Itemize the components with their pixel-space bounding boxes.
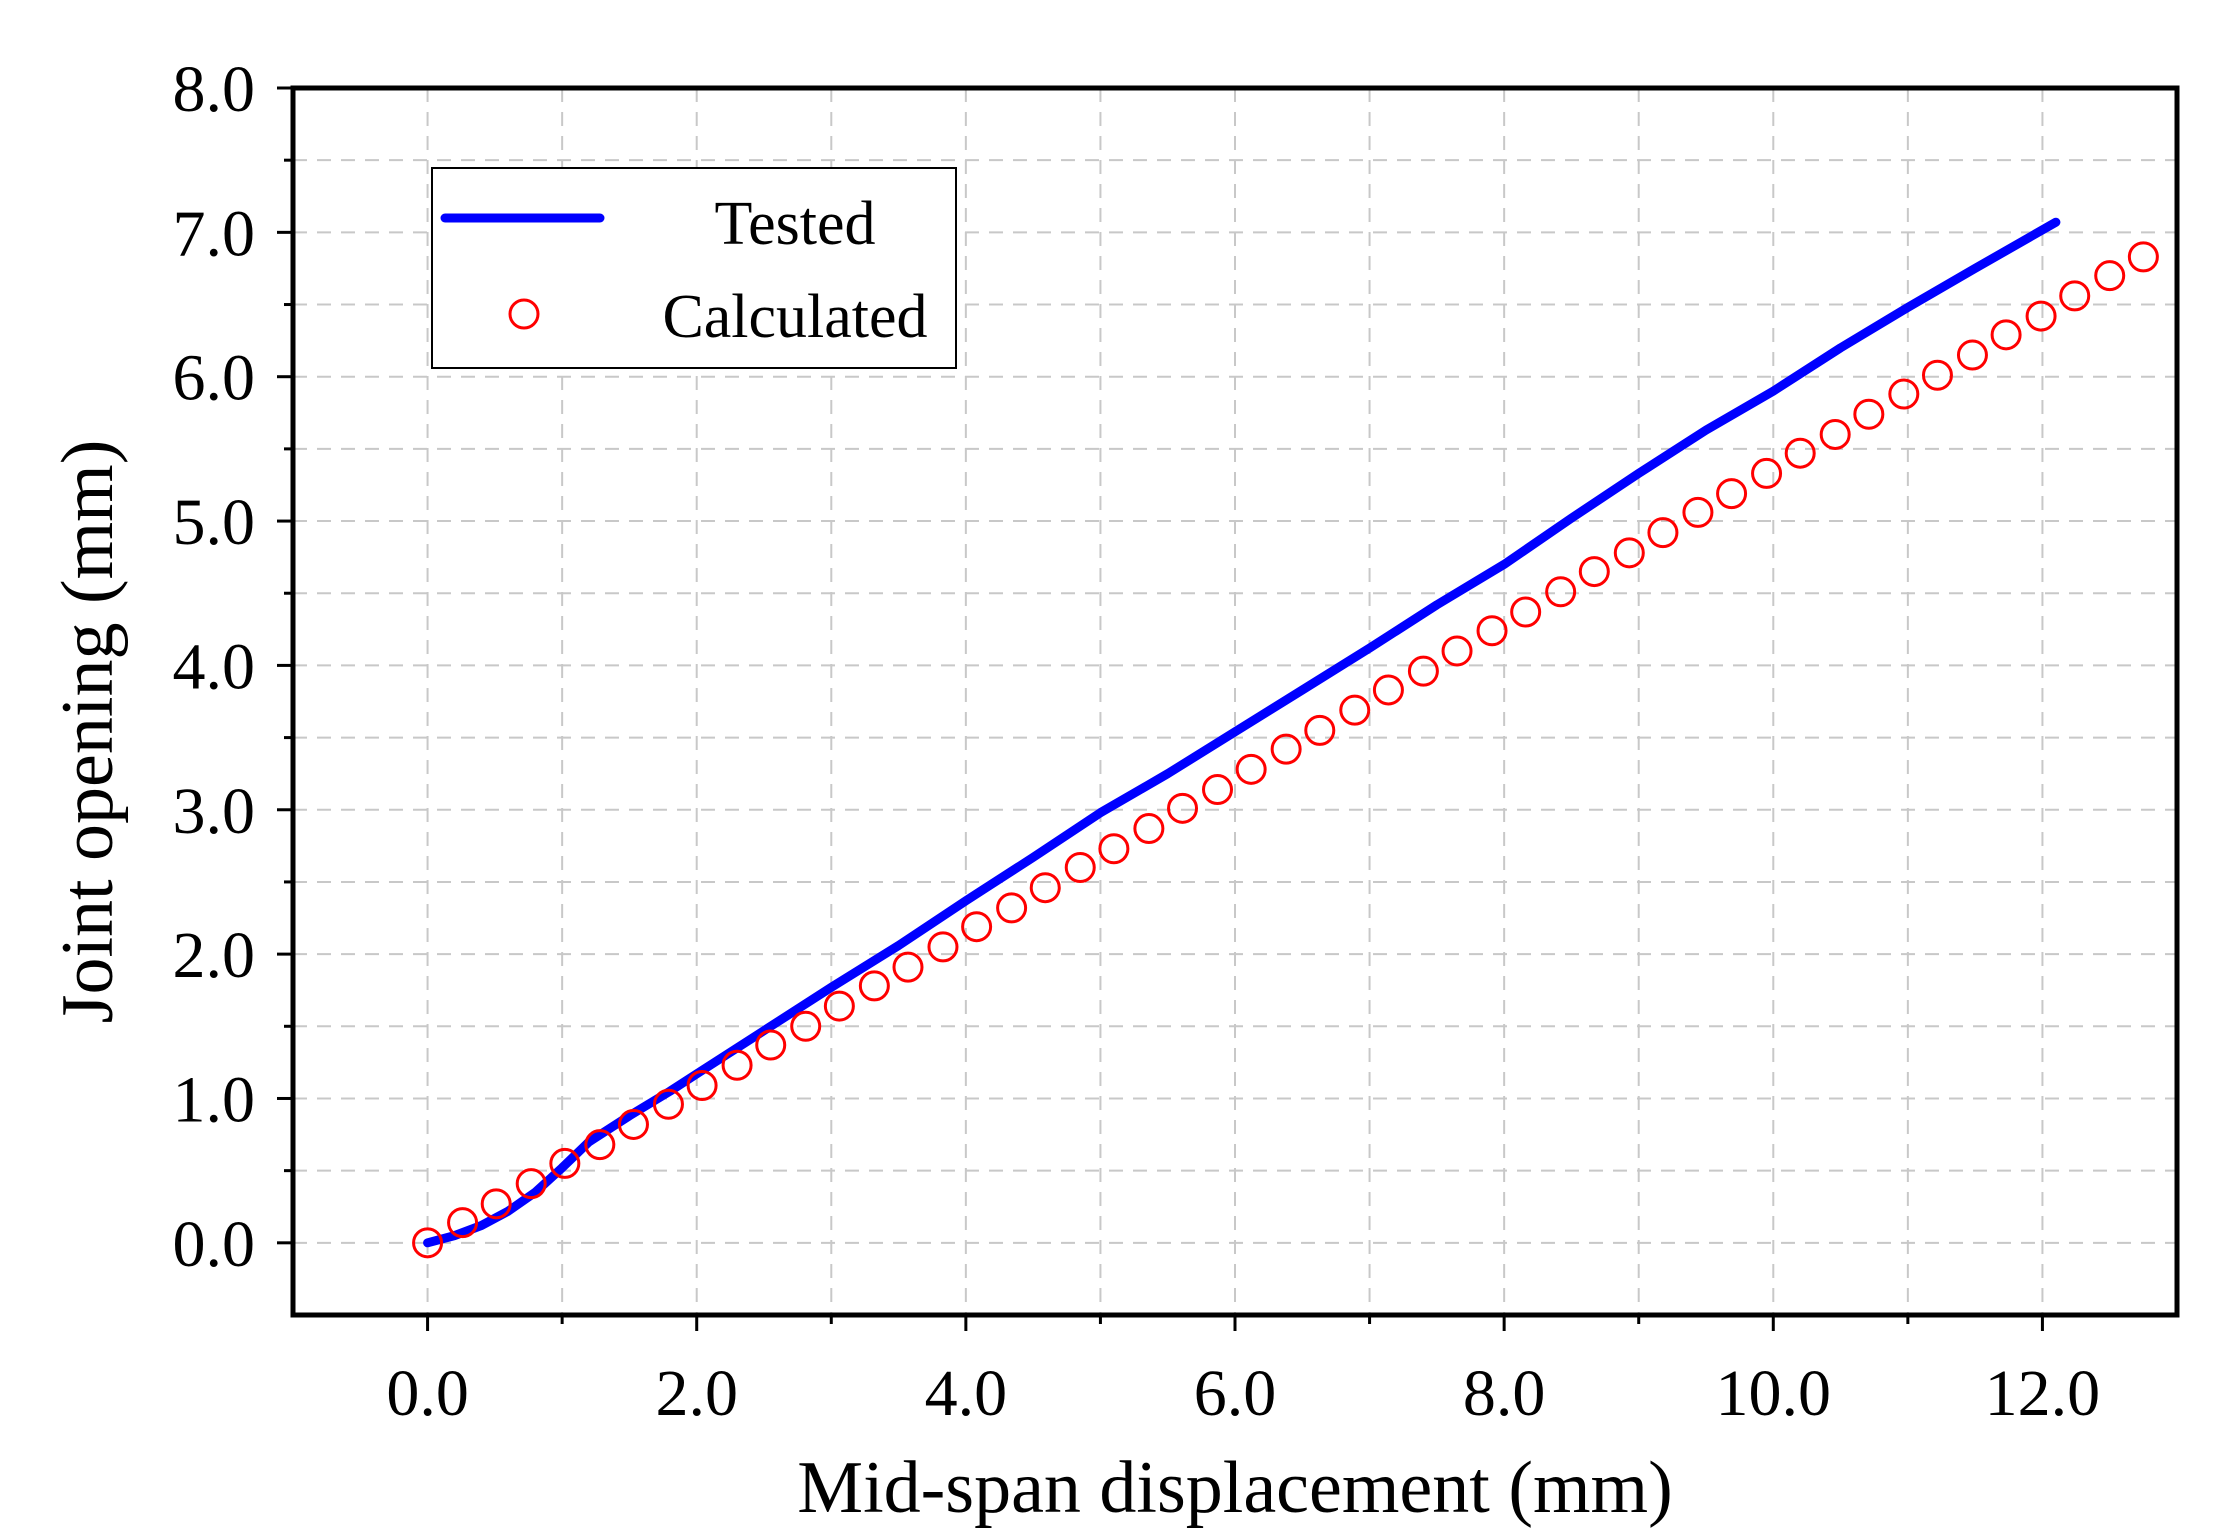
- y-tick-label: 4.0: [173, 630, 256, 703]
- calculated-point: [1133, 813, 1165, 845]
- y-tick-label: 5.0: [173, 486, 256, 559]
- x-tick-label: 10.0: [1716, 1357, 1832, 1430]
- legend: Tested Calculated: [431, 167, 957, 369]
- y-tick-label: 1.0: [173, 1063, 256, 1136]
- calculated-point: [2059, 280, 2091, 312]
- calculated-point: [2127, 241, 2159, 273]
- calculated-point: [2025, 300, 2057, 332]
- calculated-point: [1235, 753, 1267, 785]
- calculated-point: [1888, 378, 1920, 410]
- calculated-point: [823, 990, 855, 1022]
- calculated-point: [1441, 635, 1473, 667]
- plot-series: [412, 217, 2159, 1259]
- calculated-point: [1682, 496, 1714, 528]
- x-tick-label: 6.0: [1194, 1357, 1277, 1430]
- calculated-point: [1270, 733, 1302, 765]
- calculated-point: [1921, 359, 1953, 391]
- calculated-point: [721, 1049, 753, 1081]
- y-tick-label: 7.0: [173, 197, 256, 270]
- calculated-point: [412, 1227, 444, 1259]
- calculated-point: [480, 1188, 512, 1220]
- calculated-point: [1545, 576, 1577, 608]
- calculated-point: [549, 1147, 581, 1179]
- calculated-point: [1613, 537, 1645, 569]
- ticks: [277, 86, 2044, 1331]
- calculated-point: [515, 1168, 547, 1200]
- x-tick-label: 2.0: [655, 1357, 738, 1430]
- calculated-point: [1407, 655, 1439, 687]
- legend-calculated-label: Calculated: [662, 283, 927, 351]
- calculated-point: [755, 1029, 787, 1061]
- calculated-point: [1510, 596, 1542, 628]
- calculated-point: [961, 911, 993, 943]
- x-tick-label: 4.0: [925, 1357, 1008, 1430]
- calculated-point: [996, 892, 1028, 924]
- calculated-point: [1064, 852, 1096, 884]
- calculated-point: [1956, 339, 1988, 371]
- calculated-point: [1819, 418, 1851, 450]
- calculated-point: [1751, 457, 1783, 489]
- calculated-point: [1029, 872, 1061, 904]
- calculated-point: [686, 1069, 718, 1101]
- calculated-point: [1098, 833, 1130, 865]
- calculated-point: [892, 951, 924, 983]
- legend-box: [431, 167, 957, 369]
- y-tick-label: 0.0: [173, 1208, 256, 1281]
- calculated-point: [584, 1129, 616, 1161]
- calculated-point: [447, 1207, 479, 1239]
- calculated-point: [927, 931, 959, 963]
- tested-series-line: [423, 217, 2061, 1248]
- calculated-point: [858, 970, 890, 1002]
- tick-labels: 0.0 2.0 4.0 6.0 8.0 10.0 12.0 0.0 1.0 2.0 3.0 4.0 5.…: [173, 53, 2101, 1430]
- y-tick-label: 2.0: [173, 919, 256, 992]
- y-tick-label: 3.0: [173, 775, 256, 848]
- legend-tested-label: Tested: [715, 190, 876, 258]
- legend-calculated-marker-sample: [508, 298, 540, 330]
- calculated-point: [1853, 398, 1885, 430]
- x-tick-label: 0.0: [386, 1357, 469, 1430]
- calculated-point: [1202, 774, 1234, 806]
- calculated-point: [652, 1088, 684, 1120]
- calculated-point: [1784, 437, 1816, 469]
- calculated-point: [1372, 674, 1404, 706]
- calculated-point: [1476, 615, 1508, 647]
- calculated-point: [1716, 478, 1748, 510]
- calculated-point: [2094, 260, 2126, 292]
- calculated-point: [1304, 714, 1336, 746]
- calculated-point: [1578, 556, 1610, 588]
- x-axis-title: Mid-span displacement (mm): [797, 1447, 1672, 1529]
- calculated-point: [1647, 517, 1679, 549]
- calculated-point: [1339, 694, 1371, 726]
- y-tick-label: 8.0: [173, 53, 256, 126]
- calculated-point: [1167, 792, 1199, 824]
- x-tick-label: 8.0: [1463, 1357, 1546, 1430]
- calculated-point: [617, 1108, 649, 1140]
- calculated-point: [790, 1010, 822, 1042]
- y-axis-title: Joint opening (mm): [47, 440, 129, 1024]
- calculated-point: [1990, 319, 2022, 351]
- x-tick-label: 12.0: [1985, 1357, 2101, 1430]
- y-tick-label: 6.0: [173, 342, 256, 415]
